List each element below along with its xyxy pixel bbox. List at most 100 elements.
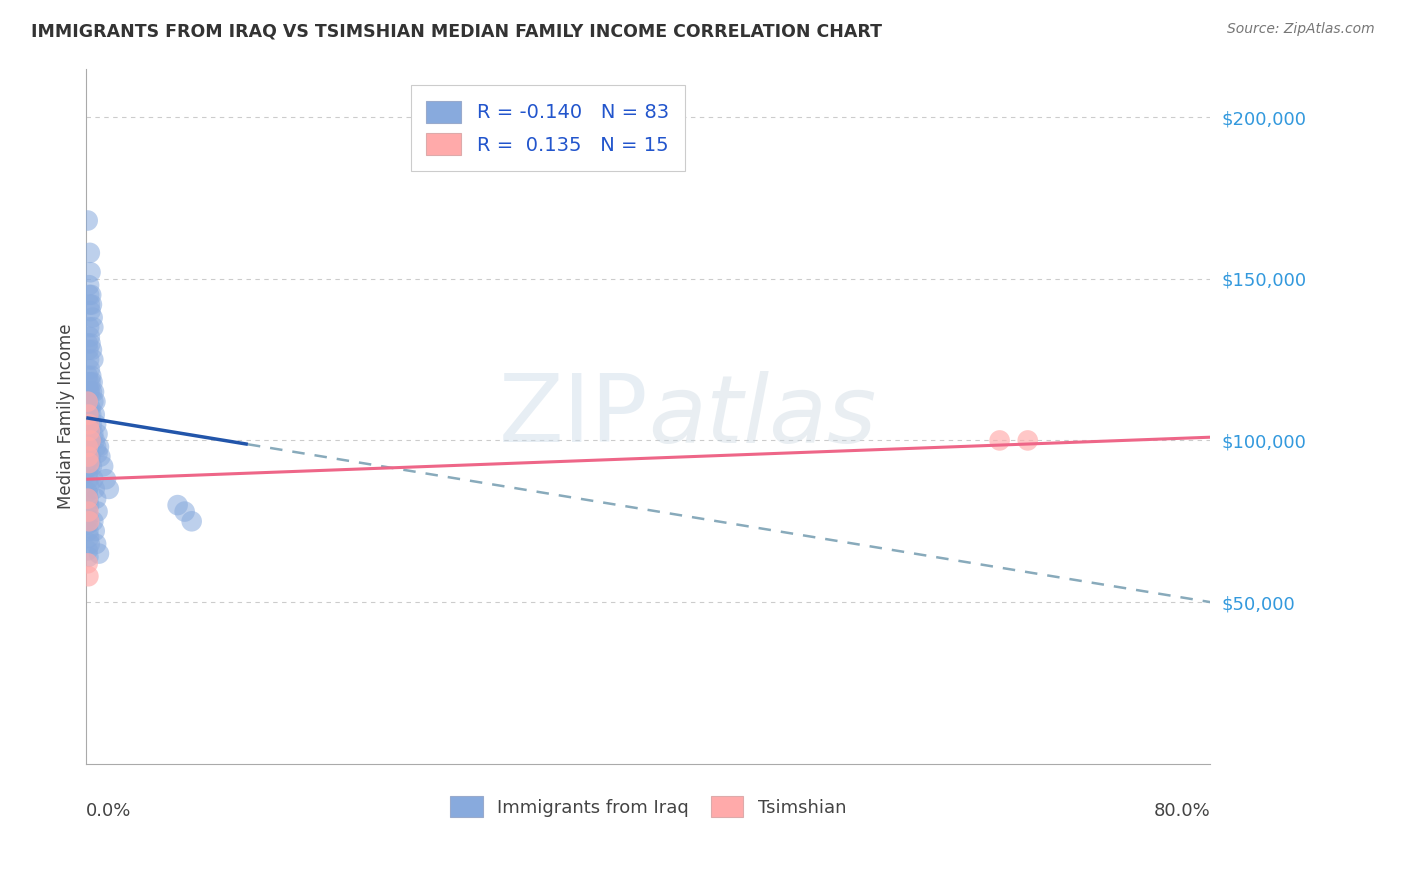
Point: [83, 384, 105, 399]
Point: [77, 531, 100, 545]
Point: [84, 440, 107, 454]
Point: [79, 375, 101, 389]
Point: [80, 297, 103, 311]
Point: [82, 352, 104, 367]
Point: [77, 479, 100, 493]
Point: [80, 368, 103, 383]
Point: [89, 450, 111, 464]
Point: [83, 482, 105, 496]
Text: IMMIGRANTS FROM IRAQ VS TSIMSHIAN MEDIAN FAMILY INCOME CORRELATION CHART: IMMIGRANTS FROM IRAQ VS TSIMSHIAN MEDIAN…: [31, 22, 882, 40]
Point: [77, 514, 100, 528]
Point: [84, 491, 107, 506]
Point: [79, 537, 101, 551]
Point: [79, 450, 101, 464]
Point: [80, 343, 103, 357]
Point: [79, 424, 101, 438]
Point: [1017, 434, 1039, 448]
Point: [79, 384, 101, 399]
Point: [87, 440, 110, 454]
Point: [77, 498, 100, 512]
Point: [76, 440, 98, 454]
Point: [180, 514, 202, 528]
Point: [76, 336, 98, 351]
Point: [80, 384, 103, 399]
Text: atlas: atlas: [648, 371, 876, 462]
Point: [97, 482, 120, 496]
Point: [80, 417, 103, 432]
Point: [82, 375, 104, 389]
Point: [77, 434, 100, 448]
Point: [79, 362, 101, 376]
Point: [76, 485, 98, 500]
Point: [82, 320, 104, 334]
Point: [76, 517, 98, 532]
Point: [77, 352, 100, 367]
Point: [79, 330, 101, 344]
Point: [80, 408, 103, 422]
Point: [84, 417, 107, 432]
Point: [76, 557, 98, 571]
Point: [77, 320, 100, 334]
Point: [77, 453, 100, 467]
Point: [86, 446, 108, 460]
Text: ZIP: ZIP: [499, 370, 648, 462]
Point: [76, 417, 98, 432]
Point: [77, 472, 100, 486]
Point: [86, 427, 108, 442]
Point: [79, 304, 101, 318]
Point: [79, 459, 101, 474]
Point: [77, 384, 100, 399]
Legend: Immigrants from Iraq, Tsimshian: Immigrants from Iraq, Tsimshian: [443, 789, 853, 824]
Point: [77, 408, 100, 422]
Point: [77, 524, 100, 538]
Point: [77, 456, 100, 470]
Point: [82, 472, 104, 486]
Point: [84, 537, 107, 551]
Point: [173, 505, 195, 519]
Point: [84, 394, 107, 409]
Point: [77, 450, 100, 464]
Point: [86, 505, 108, 519]
Point: [77, 401, 100, 415]
Point: [77, 278, 100, 293]
Point: [77, 343, 100, 357]
Text: 80.0%: 80.0%: [1154, 802, 1211, 820]
Point: [83, 408, 105, 422]
Text: Source: ZipAtlas.com: Source: ZipAtlas.com: [1227, 22, 1375, 37]
Point: [77, 417, 100, 432]
Point: [94, 472, 117, 486]
Point: [76, 394, 98, 409]
Point: [82, 427, 104, 442]
Point: [87, 547, 110, 561]
Point: [79, 297, 101, 311]
Point: [82, 310, 104, 325]
Point: [91, 459, 114, 474]
Point: [77, 569, 100, 583]
Point: [83, 434, 105, 448]
Point: [79, 336, 101, 351]
Point: [77, 446, 100, 460]
Point: [83, 524, 105, 538]
Point: [80, 288, 103, 302]
Point: [76, 491, 98, 506]
Point: [76, 543, 98, 558]
Point: [79, 245, 101, 260]
Point: [79, 265, 101, 279]
Point: [77, 549, 100, 564]
Point: [76, 213, 98, 227]
Point: [80, 459, 103, 474]
Point: [77, 505, 100, 519]
Point: [82, 514, 104, 528]
Point: [166, 498, 188, 512]
Point: [77, 288, 100, 302]
Point: [76, 466, 98, 480]
Point: [77, 491, 100, 506]
Point: [76, 505, 98, 519]
Point: [77, 427, 100, 442]
Text: 0.0%: 0.0%: [86, 802, 132, 820]
Point: [79, 434, 101, 448]
Point: [79, 401, 101, 415]
Point: [77, 511, 100, 525]
Point: [76, 368, 98, 383]
Point: [76, 394, 98, 409]
